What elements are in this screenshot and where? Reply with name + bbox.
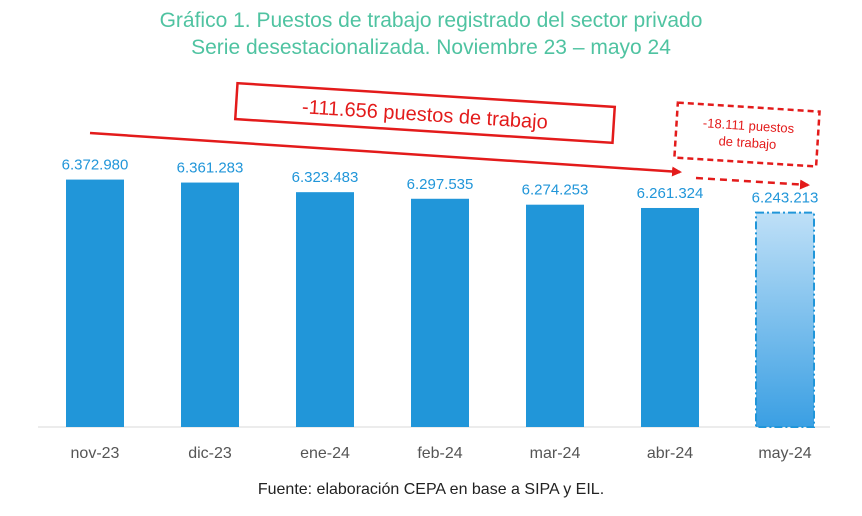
total-change-box <box>233 81 617 145</box>
value-label-dic-23: 6.361.283 <box>177 160 244 177</box>
value-label-mar-24: 6.274.253 <box>522 182 589 199</box>
bar-feb-24 <box>411 198 469 427</box>
x-tick-label-nov-23: nov-23 <box>71 445 120 462</box>
source-note: Fuente: elaboración CEPA en base a SIPA … <box>257 481 605 498</box>
x-tick-label-dic-23: dic-23 <box>188 445 232 462</box>
x-tick-label-abr-24: abr-24 <box>647 445 693 462</box>
x-tick-label-mar-24: mar-24 <box>530 445 581 462</box>
x-tick-label-feb-24: feb-24 <box>417 445 462 462</box>
last-month-change-line1: -18.111 puestos <box>702 115 795 136</box>
bar-nov-23 <box>66 179 124 427</box>
bar-ene-24 <box>296 192 354 427</box>
chart-title: Gráfico 1. Puestos de trabajo registrado… <box>159 9 703 32</box>
bar-may-24 <box>755 211 815 428</box>
bar-abr-24 <box>641 207 699 427</box>
last-month-change-line2: de trabajo <box>718 133 777 152</box>
last-month-change-box <box>673 101 821 168</box>
value-label-ene-24: 6.323.483 <box>292 169 359 186</box>
value-label-may-24: 6.243.213 <box>752 190 819 207</box>
bar-dic-23 <box>181 182 239 427</box>
value-label-nov-23: 6.372.980 <box>62 157 129 174</box>
x-tick-label-ene-24: ene-24 <box>300 445 350 462</box>
chart-subtitle: Serie desestacionalizada. Noviembre 23 –… <box>191 36 671 59</box>
last-month-arrow <box>695 176 810 190</box>
total-trend-arrow <box>89 131 682 177</box>
value-label-feb-24: 6.297.535 <box>407 176 474 193</box>
x-tick-label-may-24: may-24 <box>758 445 811 462</box>
bar-mar-24 <box>526 204 584 427</box>
value-label-abr-24: 6.261.324 <box>637 185 704 202</box>
